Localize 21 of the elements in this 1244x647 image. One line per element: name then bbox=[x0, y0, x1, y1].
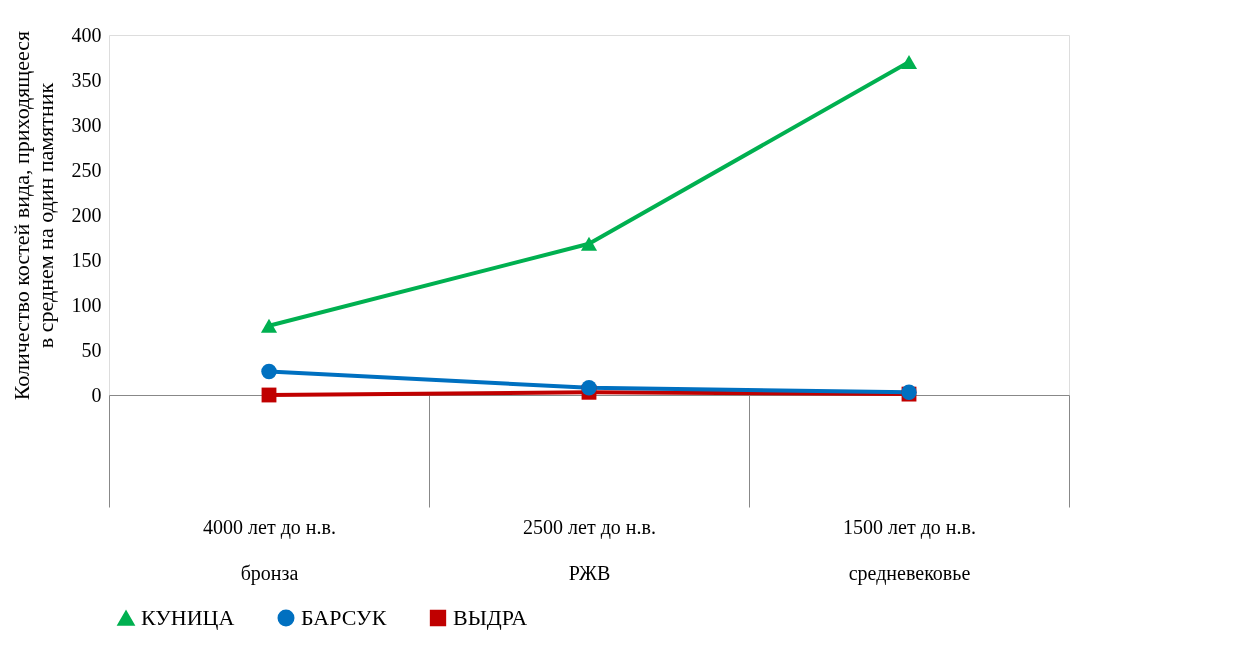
y-axis-title: Количество костей вида, приходящееся в среднем на один памятник bbox=[8, 30, 58, 401]
point bbox=[261, 363, 277, 380]
y-tick-label: 250 bbox=[71, 158, 102, 181]
category-label: 4000 лет до н.в. бронза bbox=[203, 515, 336, 584]
point bbox=[260, 318, 278, 333]
y-tick-label: 200 bbox=[71, 203, 102, 226]
category-label: 2500 лет до н.в. РЖВ bbox=[523, 515, 656, 584]
y-tick-label: 0 bbox=[91, 383, 102, 406]
point bbox=[581, 380, 597, 396]
category-label: 1500 лет до н.в. средневековье bbox=[843, 515, 976, 584]
legend-label: ВЫДРА bbox=[453, 605, 528, 630]
legend-label: КУНИЦА bbox=[141, 605, 235, 630]
y-tick-label: 150 bbox=[71, 248, 102, 271]
point bbox=[900, 55, 918, 69]
legend-label: БАРСУК bbox=[301, 605, 387, 630]
y-tick-label: 400 bbox=[71, 23, 102, 46]
y-tick-label: 350 bbox=[71, 68, 102, 91]
point bbox=[580, 236, 598, 251]
y-tick-label: 300 bbox=[71, 113, 102, 136]
y-tick-label: 100 bbox=[71, 293, 102, 316]
y-tick-label: 50 bbox=[81, 338, 102, 361]
